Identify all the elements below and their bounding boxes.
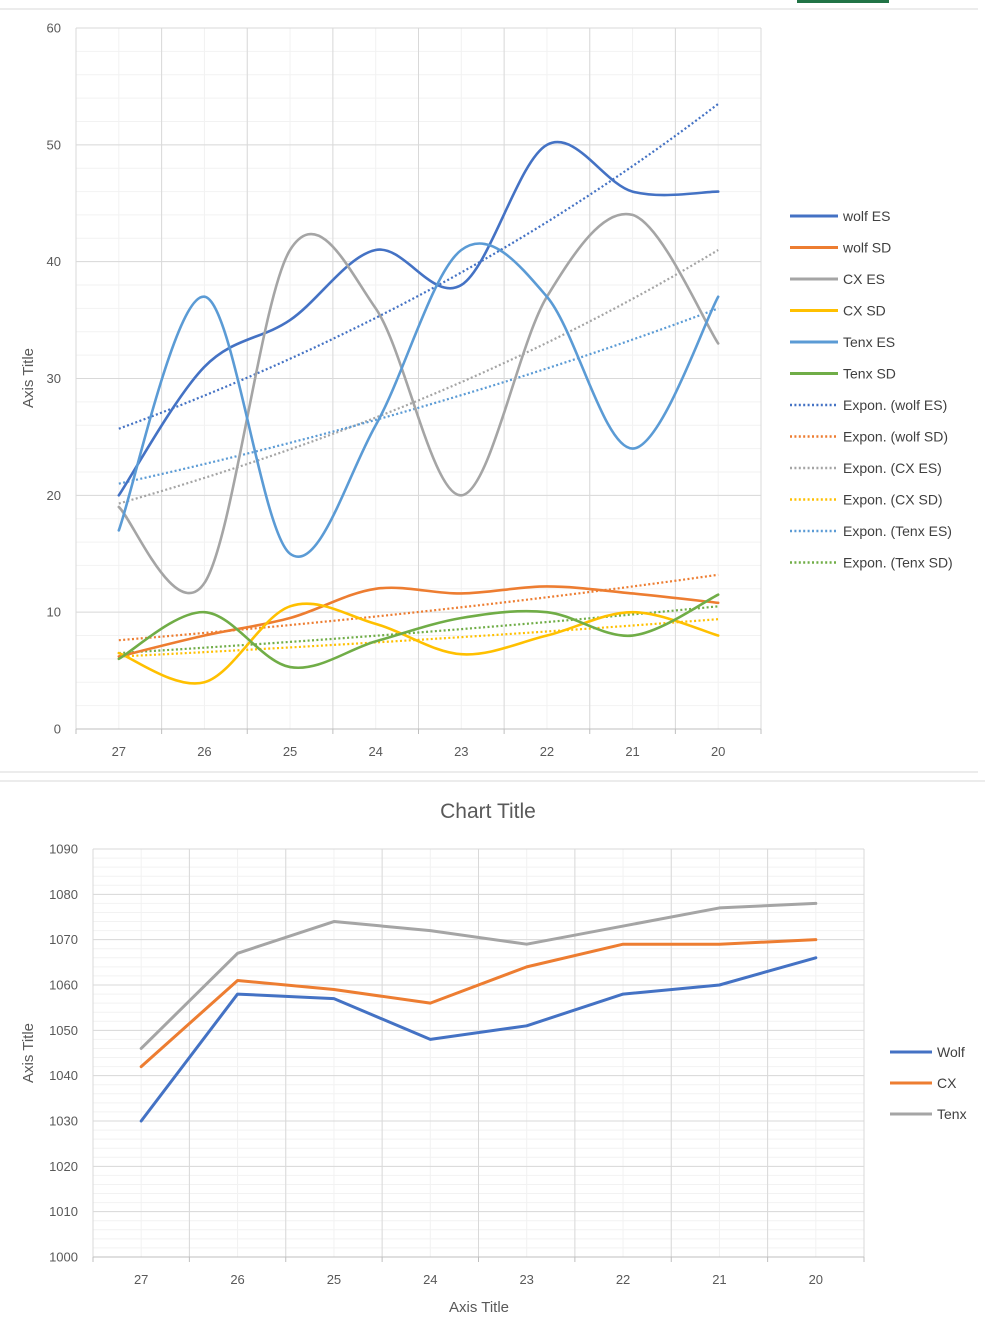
- legend-label: Expon. (Tenx ES): [843, 523, 952, 539]
- legend-entry: Expon. (wolf ES): [790, 397, 947, 413]
- series-line-cx-sd: [117, 602, 720, 685]
- trendline-expon-cx-es: [118, 249, 719, 505]
- legend-entry: Expon. (CX SD): [790, 492, 943, 508]
- legend-label: Expon. (CX SD): [843, 492, 943, 508]
- y-tick-label: 1050: [49, 1023, 78, 1038]
- legend-entry: Tenx ES: [790, 334, 895, 350]
- series-line-tenx-es: [117, 242, 720, 558]
- y-tick-label: 20: [47, 488, 61, 503]
- legend-label: CX SD: [843, 303, 886, 319]
- series-line-cx-es: [117, 212, 720, 595]
- y-tick-label: 1080: [49, 887, 78, 902]
- x-tick-label: 23: [454, 744, 468, 759]
- trendline-expon-wolf-sd: [118, 573, 719, 642]
- legend-label: Wolf: [937, 1044, 965, 1060]
- y-tick-label: 1040: [49, 1068, 78, 1083]
- x-tick-label: 21: [625, 744, 639, 759]
- legend-entry: CX: [890, 1075, 957, 1091]
- series-line-tenx-sd: [117, 593, 720, 670]
- legend-label: Tenx ES: [843, 334, 895, 350]
- trendline-expon-tenx-sd: [118, 605, 719, 655]
- series-line-tenx: [139, 901, 818, 1050]
- chart-1-legend: wolf ES wolf SD CX ES CX SD Tenx ES Tenx SD Ex…: [790, 208, 953, 571]
- x-tick-label: 22: [616, 1272, 630, 1287]
- legend-label: CX: [937, 1075, 957, 1091]
- x-tick-label: 25: [283, 744, 297, 759]
- chart-2: Chart Title 1000 1010 1020 1030 1040 1050 1060…: [20, 800, 967, 1316]
- x-tick-label: 22: [540, 744, 554, 759]
- legend-label: Expon. (wolf SD): [843, 429, 948, 445]
- y-tick-label: 1010: [49, 1204, 78, 1219]
- y-tick-label: 40: [47, 254, 61, 269]
- chart-2-y-axis-title: Axis Title: [20, 1023, 37, 1083]
- legend-entry: Expon. (Tenx ES): [790, 523, 952, 539]
- legend-entry: Expon. (wolf SD): [790, 429, 948, 445]
- x-tick-label: 20: [711, 744, 725, 759]
- trendline-expon-tenx-es: [118, 307, 719, 485]
- chart-1-area: [0, 10, 978, 772]
- legend-label: Tenx SD: [843, 366, 896, 382]
- y-tick-label: 1060: [49, 978, 78, 993]
- x-tick-label: 26: [197, 744, 211, 759]
- x-tick-label: 24: [423, 1272, 437, 1287]
- trendline-expon-cx-sd: [118, 618, 719, 658]
- x-tick-label: 26: [230, 1272, 244, 1287]
- series-line-wolf-es: [117, 141, 720, 497]
- chart-2-x-axis-title: Axis Title: [449, 1299, 509, 1316]
- legend-label: CX ES: [843, 271, 885, 287]
- legend-entry: Tenx SD: [790, 366, 896, 382]
- chart-2-title: Chart Title: [440, 800, 536, 823]
- legend-entry: Expon. (CX ES): [790, 460, 942, 476]
- y-tick-label: 1090: [49, 842, 78, 857]
- chart-1: 0 10 20 30 40 50 60 27 26 25 24 23 22 21 20 Axis Titl…: [0, 10, 978, 773]
- chart-1-y-axis-title: Axis Title: [20, 348, 37, 408]
- legend-label: wolf SD: [842, 240, 891, 256]
- sheet-tab-accent: [797, 0, 889, 3]
- legend-entry: wolf ES: [790, 208, 890, 224]
- chart-2-legend: Wolf CX Tenx: [890, 1044, 967, 1122]
- y-tick-label: 0: [54, 722, 61, 737]
- legend-entry: wolf SD: [790, 240, 891, 256]
- legend-label: Expon. (Tenx SD): [843, 555, 953, 571]
- legend-label: Expon. (wolf ES): [843, 397, 947, 413]
- y-tick-label: 30: [47, 371, 61, 386]
- y-tick-label: 60: [47, 21, 61, 36]
- y-tick-label: 1020: [49, 1159, 78, 1174]
- x-tick-label: 24: [368, 744, 382, 759]
- legend-entry: CX SD: [790, 303, 886, 319]
- x-tick-label: 27: [134, 1272, 148, 1287]
- y-tick-label: 1000: [49, 1250, 78, 1265]
- legend-label: Expon. (CX ES): [843, 460, 942, 476]
- legend-entry: Tenx: [890, 1106, 967, 1122]
- legend-label: wolf ES: [842, 208, 890, 224]
- y-tick-label: 10: [47, 605, 61, 620]
- series-line-wolf-sd: [117, 585, 720, 658]
- x-tick-label: 27: [112, 744, 126, 759]
- y-tick-label: 50: [47, 137, 61, 152]
- legend-label: Tenx: [937, 1106, 967, 1122]
- series-line-wolf: [139, 956, 818, 1123]
- x-tick-label: 23: [519, 1272, 533, 1287]
- legend-entry: Wolf: [890, 1044, 965, 1060]
- x-tick-label: 21: [712, 1272, 726, 1287]
- x-tick-label: 20: [809, 1272, 823, 1287]
- trendline-expon-wolf-es: [118, 103, 719, 430]
- legend-entry: CX ES: [790, 271, 885, 287]
- x-tick-label: 25: [327, 1272, 341, 1287]
- y-tick-label: 1030: [49, 1114, 78, 1129]
- legend-entry: Expon. (Tenx SD): [790, 555, 953, 571]
- series-line-cx: [139, 938, 818, 1069]
- y-tick-label: 1070: [49, 932, 78, 947]
